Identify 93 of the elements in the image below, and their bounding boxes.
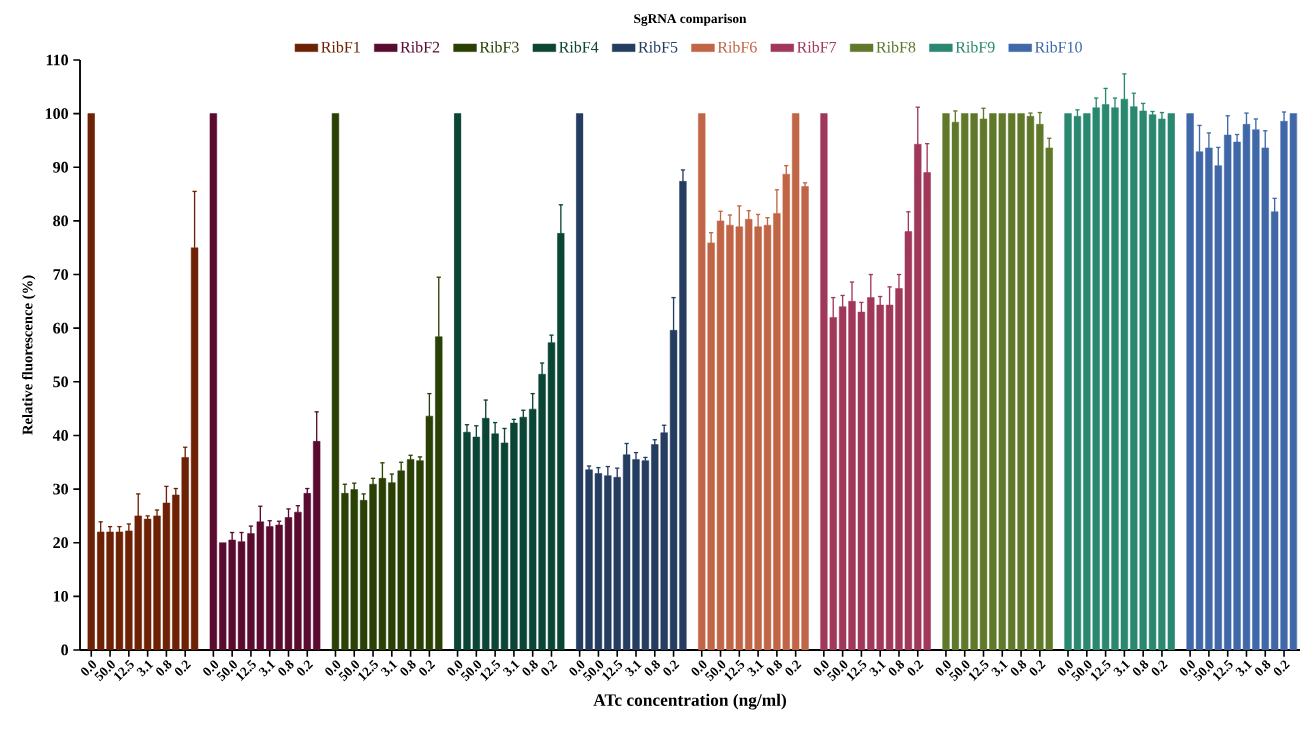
y-tick-label: 80 bbox=[53, 215, 69, 227]
x-tick-label: 0.0 bbox=[447, 660, 463, 676]
x-tick-label: 3.1 bbox=[1235, 660, 1253, 677]
y-tick-label: 40 bbox=[52, 430, 69, 441]
x-tick-label: 3.1 bbox=[869, 660, 886, 677]
bar bbox=[87, 113, 95, 650]
x-tick-label: 12.5 bbox=[114, 659, 134, 681]
x-tick-label: 50.0 bbox=[1071, 660, 1092, 682]
y-tick-label: 110 bbox=[46, 54, 69, 66]
x-tick-label: 0.0 bbox=[691, 660, 707, 676]
x-tick-label: 0.2 bbox=[541, 660, 558, 676]
legend-label: RibF6 bbox=[717, 41, 757, 53]
y-tick-label: 20 bbox=[53, 537, 69, 549]
x-tick-label: 3.1 bbox=[258, 660, 276, 677]
y-tick-label: 50 bbox=[53, 376, 69, 388]
legend-label: RibF3 bbox=[479, 41, 519, 53]
x-tick-label: 12.5 bbox=[236, 659, 256, 681]
bar bbox=[951, 121, 959, 650]
legend-label: RibF1 bbox=[321, 41, 360, 53]
bar bbox=[576, 113, 584, 650]
x-tick-label: 12.5 bbox=[1090, 659, 1111, 681]
x-tick-label: 3.1 bbox=[991, 660, 1009, 677]
bar bbox=[453, 113, 462, 650]
x-tick-label: 3.1 bbox=[136, 660, 154, 677]
x-tick-label: 12.5 bbox=[724, 659, 745, 681]
x-tick-label: 50.0 bbox=[460, 660, 482, 682]
y-tick-label: 100 bbox=[45, 108, 69, 120]
x-tick-label: 12.5 bbox=[846, 659, 867, 681]
y-tick-label: 70 bbox=[53, 269, 69, 280]
legend-label: RibF4 bbox=[559, 41, 599, 53]
x-tick-label: 50.0 bbox=[94, 660, 115, 682]
x-tick-label: 0.8 bbox=[644, 660, 660, 676]
x-tick-label: 0.2 bbox=[419, 660, 436, 676]
x-tick-label: 12.5 bbox=[480, 659, 501, 681]
x-tick-label: 0.8 bbox=[1255, 660, 1271, 676]
x-tick-label: 50.0 bbox=[826, 660, 848, 682]
x-tick-label: 0.8 bbox=[278, 660, 294, 676]
x-tick-label: 0.2 bbox=[1273, 660, 1290, 676]
legend-label: RibF8 bbox=[876, 41, 916, 53]
x-tick-label: 0.0 bbox=[935, 660, 951, 676]
x-tick-label: 0.2 bbox=[907, 660, 924, 676]
y-tick-label: 30 bbox=[53, 483, 69, 495]
x-tick-label: 3.1 bbox=[380, 660, 398, 677]
y-tick-label: 90 bbox=[53, 161, 69, 173]
x-tick-label: 50.0 bbox=[948, 660, 970, 682]
x-tick-label: 0.2 bbox=[785, 660, 802, 676]
x-tick-label: 0.2 bbox=[297, 660, 314, 676]
x-tick-label: 0.8 bbox=[400, 660, 416, 676]
x-axis-title: ATc concentration (ng/ml) bbox=[593, 693, 787, 710]
legend-label: RibF7 bbox=[797, 41, 837, 53]
x-tick-label: 50.0 bbox=[338, 660, 360, 682]
chart-title: SgRNA comparison bbox=[634, 13, 747, 26]
x-tick-label: 0.0 bbox=[569, 660, 585, 676]
legend-label: RibF2 bbox=[400, 41, 440, 53]
y-tick-label: 60 bbox=[53, 322, 69, 334]
x-tick-label: 12.5 bbox=[602, 659, 623, 681]
x-tick-label: 50.0 bbox=[216, 660, 237, 682]
x-tick-label: 0.0 bbox=[81, 660, 97, 676]
x-tick-label: 3.1 bbox=[1113, 660, 1131, 677]
x-tick-label: 50.0 bbox=[582, 660, 604, 682]
x-tick-label: 3.1 bbox=[502, 660, 520, 677]
x-tick-label: 12.5 bbox=[358, 659, 378, 681]
x-tick-label: 0.0 bbox=[325, 660, 341, 676]
x-tick-label: 0.8 bbox=[1132, 660, 1149, 676]
bar bbox=[313, 441, 321, 650]
x-tick-label: 50.0 bbox=[1193, 660, 1214, 682]
y-axis-title: Relative fluorescence (%) bbox=[22, 275, 36, 435]
x-tick-label: 0.2 bbox=[175, 660, 192, 676]
x-tick-label: 0.8 bbox=[1010, 660, 1027, 676]
x-tick-label: 0.0 bbox=[1179, 660, 1195, 676]
x-tick-label: 0.2 bbox=[1151, 660, 1168, 676]
x-tick-label: 0.0 bbox=[813, 660, 829, 676]
x-tick-label: 0.8 bbox=[766, 660, 782, 676]
x-tick-label: 0.2 bbox=[1029, 660, 1046, 676]
x-tick-label: 3.1 bbox=[747, 660, 764, 677]
x-tick-label: 0.2 bbox=[663, 660, 680, 676]
x-tick-label: 0.8 bbox=[156, 660, 172, 676]
bar bbox=[942, 113, 950, 650]
bar bbox=[1167, 113, 1175, 650]
x-tick-label: 3.1 bbox=[624, 660, 642, 677]
bar bbox=[1064, 113, 1072, 650]
x-tick-label: 0.0 bbox=[203, 660, 219, 676]
x-tick-label: 0.8 bbox=[888, 660, 905, 676]
x-tick-label: 0.0 bbox=[1057, 660, 1073, 676]
legend-label: RibF10 bbox=[1035, 41, 1082, 53]
legend-label: RibF5 bbox=[638, 41, 678, 53]
x-tick-label: 12.5 bbox=[968, 659, 989, 681]
x-tick-label: 0.8 bbox=[522, 660, 538, 676]
y-tick-label: 0 bbox=[61, 644, 69, 656]
x-tick-label: 50.0 bbox=[704, 660, 726, 682]
y-tick-label: 10 bbox=[53, 590, 69, 602]
x-tick-label: 12.5 bbox=[1212, 659, 1233, 681]
legend-label: RibF9 bbox=[955, 41, 995, 53]
